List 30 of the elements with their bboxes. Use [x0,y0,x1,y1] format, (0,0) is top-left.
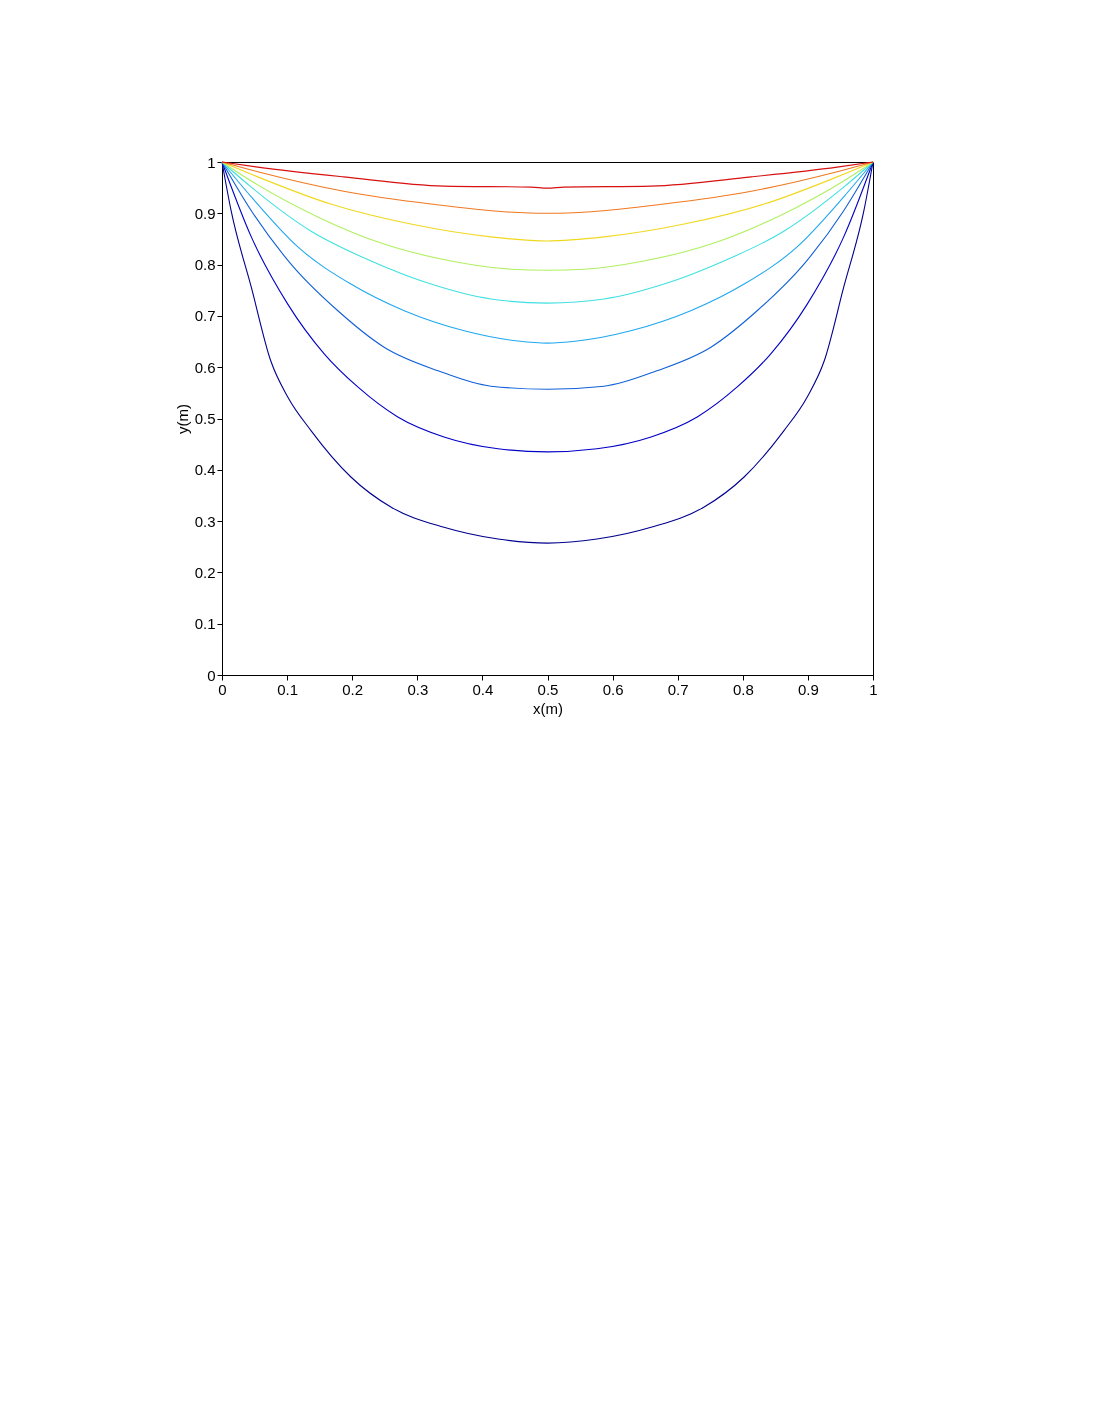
x-tick-label: 0.6 [602,680,624,698]
x-tick-label: 0.1 [277,680,299,698]
line-series [221,161,874,189]
line-series [221,161,874,304]
x-tick-label: 0.2 [342,680,364,698]
x-tick-label: 1 [869,680,878,698]
y-tick-label: 0 [207,666,216,684]
y-tick-label: 0.9 [194,204,216,222]
x-tick-label: 0.8 [732,680,754,698]
line-series [221,161,874,344]
x-axis-title: x(m) [533,699,563,717]
x-tick-label: 0 [218,680,227,698]
line-series [221,161,874,242]
y-axis-title: y(m) [173,404,191,434]
y-tick-label: 1 [207,153,216,171]
y-tick-label: 0.3 [194,512,216,530]
y-tick-label: 0.7 [194,307,216,325]
y-tick-label: 0.8 [194,256,216,274]
x-tick-label: 0.5 [537,680,559,698]
y-tick-label: 0.2 [194,563,216,581]
y-tick-label: 0.1 [194,615,216,633]
x-tick-label: 0.7 [667,680,689,698]
y-tick-label: 0.5 [194,410,216,427]
y-tick-label: 0.6 [194,358,216,376]
x-tick-label: 0.3 [407,680,429,698]
x-tick-label: 0.4 [472,680,494,698]
line-series [221,161,874,271]
y-tick-label: 0.4 [194,461,216,479]
line-series [221,161,874,453]
x-tick-label: 0.9 [797,680,819,698]
